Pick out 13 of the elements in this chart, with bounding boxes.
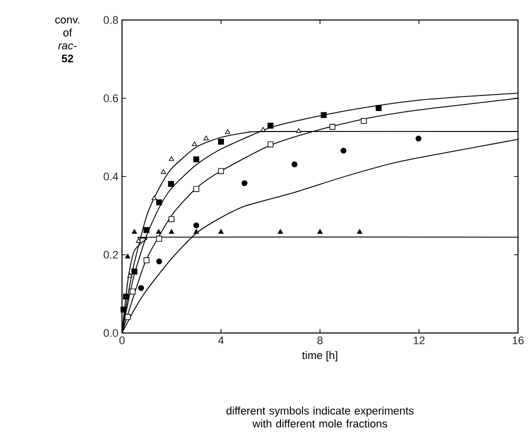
x-tick-label: 8 — [317, 336, 323, 344]
x-tick-label: 16 — [512, 336, 524, 344]
y-tick-label: 0.2 — [104, 250, 118, 259]
x-tick-label: 0 — [119, 336, 125, 344]
y-tick-label: 0.0 — [104, 329, 118, 337]
y-tick-label: 0.8 — [104, 16, 118, 24]
y-tick-label: 0.6 — [104, 94, 118, 102]
y-axis-title: conv. of rac-52 — [55, 18, 80, 62]
x-tick-label: 4 — [218, 336, 224, 344]
x-axis-title: time [h] — [302, 351, 338, 362]
text: different symbols indicate experiments with different mole fractions — [226, 406, 414, 428]
y-tick-label: 0.4 — [104, 172, 118, 180]
x-tick-label: 12 — [414, 336, 425, 344]
